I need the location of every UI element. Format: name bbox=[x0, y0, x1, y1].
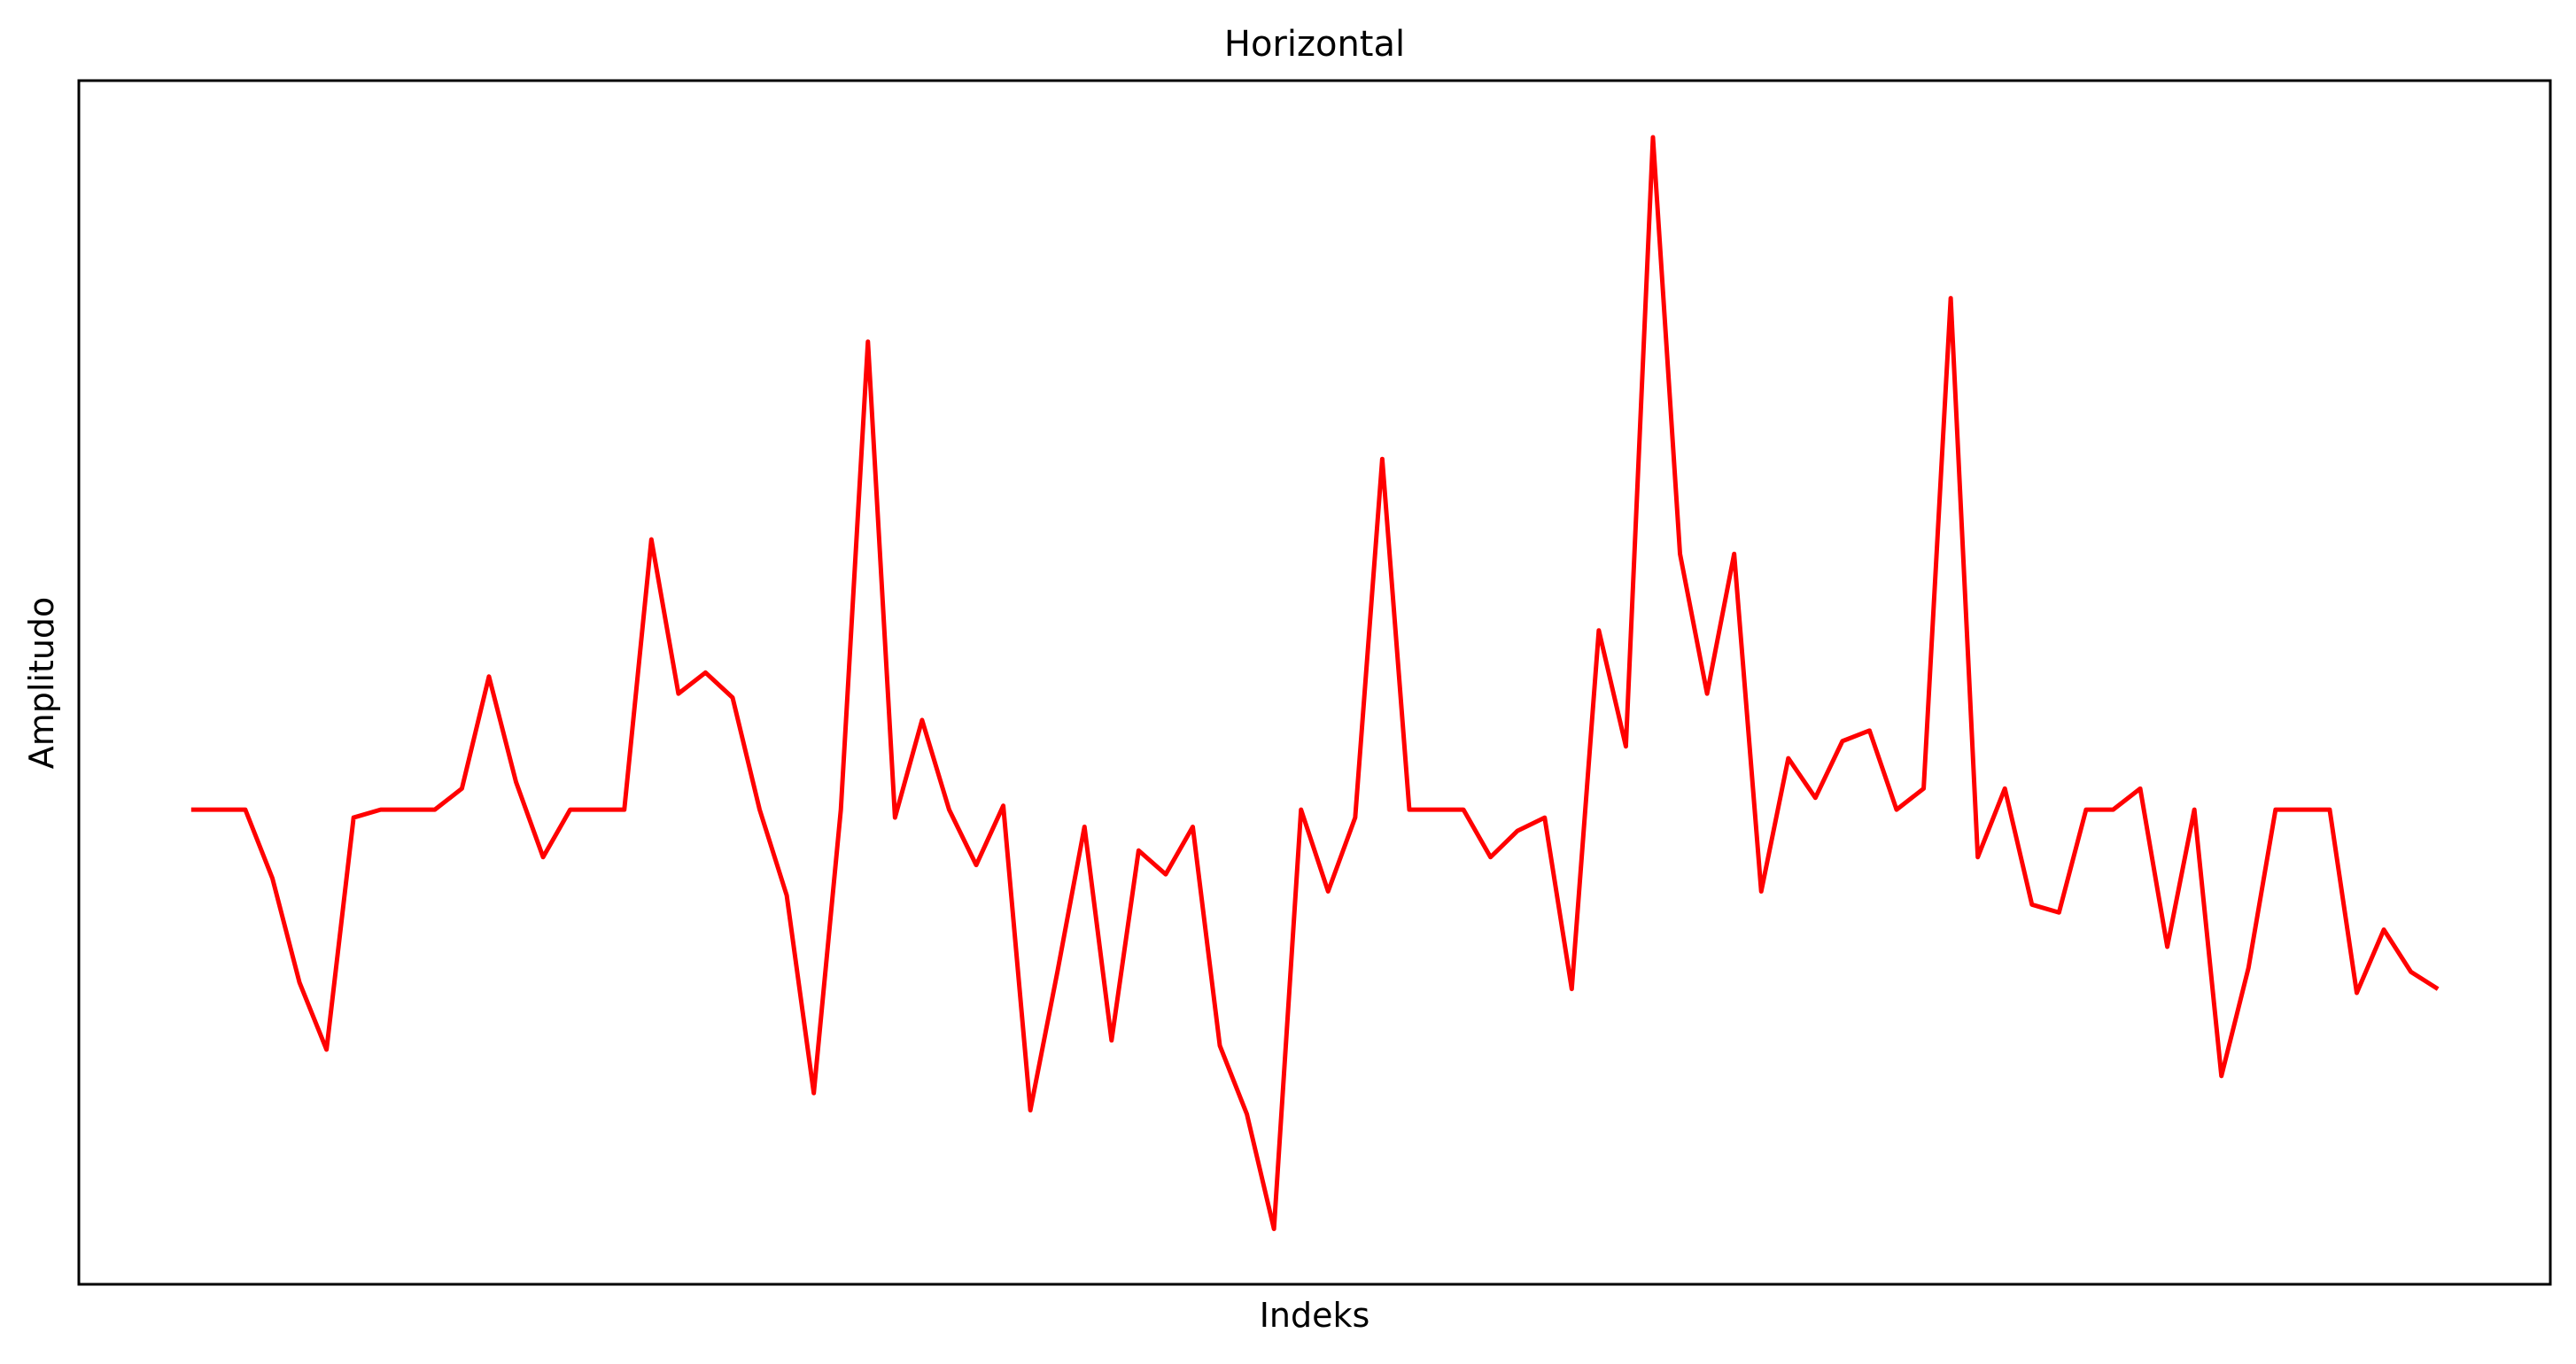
plot-frame bbox=[77, 79, 2552, 1286]
x-axis-label: Indeks bbox=[1260, 1296, 1370, 1335]
series-line-0 bbox=[190, 135, 2440, 1231]
plot-area bbox=[190, 135, 2440, 1231]
chart-title: Horizontal bbox=[1224, 24, 1405, 65]
y-axis-label: Amplitudo bbox=[22, 597, 61, 770]
